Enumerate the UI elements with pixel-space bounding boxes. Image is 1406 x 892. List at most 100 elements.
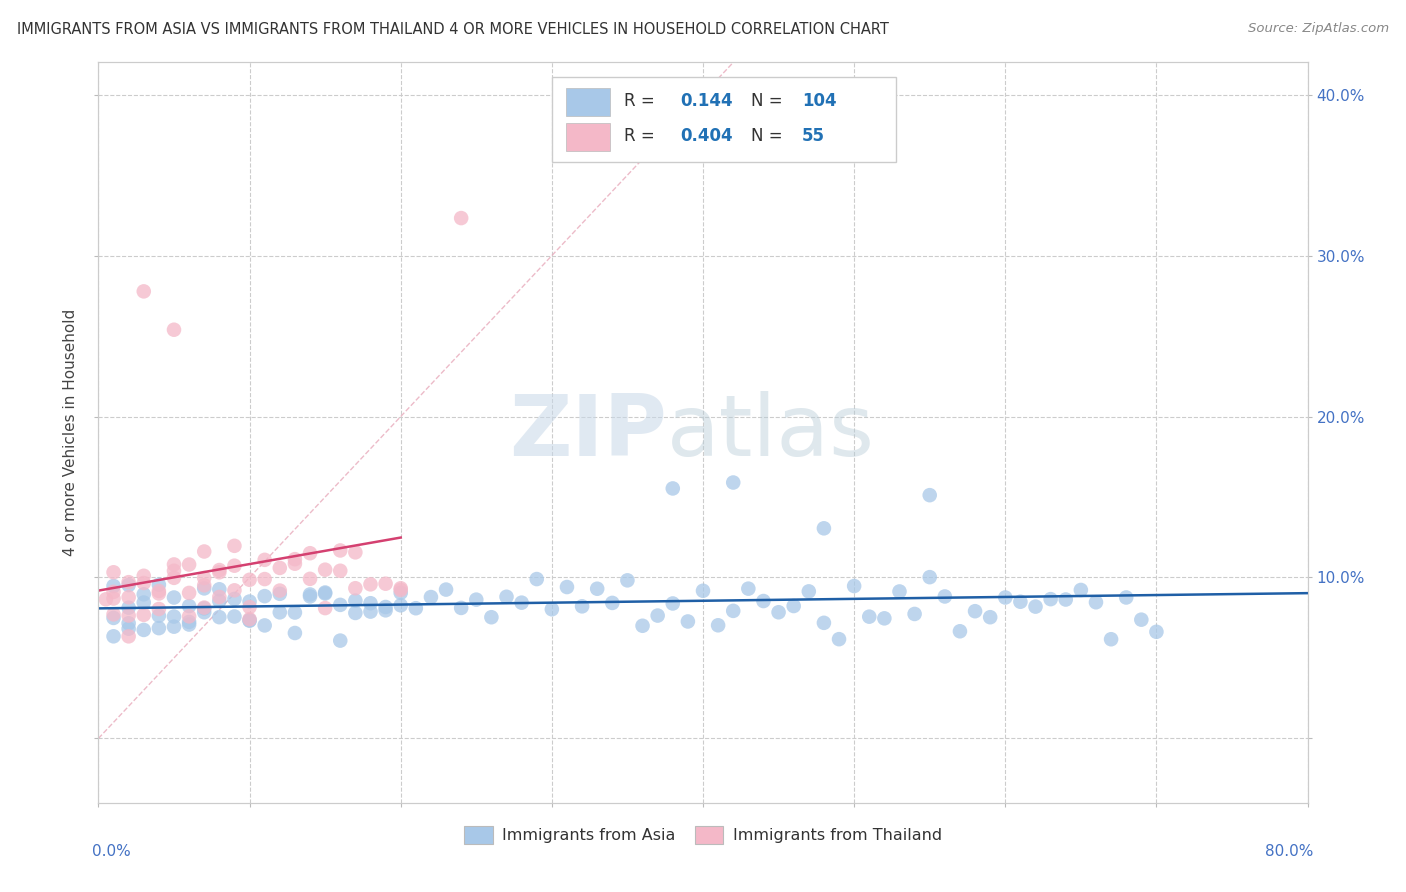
Point	[1039, 592, 1062, 607]
Point	[555, 580, 578, 594]
Point	[450, 211, 472, 225]
Point	[918, 488, 941, 502]
Text: 104: 104	[803, 92, 837, 110]
Point	[329, 598, 352, 612]
Point	[329, 543, 352, 558]
Point	[163, 571, 186, 585]
Point	[118, 578, 141, 592]
Point	[723, 604, 745, 618]
Point	[284, 626, 307, 640]
Point	[752, 594, 775, 608]
Point	[299, 572, 322, 586]
Point	[526, 572, 548, 586]
Point	[797, 584, 820, 599]
Point	[360, 577, 382, 591]
Point	[224, 591, 246, 606]
Point	[1130, 613, 1153, 627]
Text: atlas: atlas	[666, 391, 875, 475]
Text: 0.144: 0.144	[681, 92, 733, 110]
Point	[1085, 595, 1108, 609]
Point	[118, 575, 141, 590]
Point	[647, 608, 669, 623]
Point	[707, 618, 730, 632]
Point	[163, 609, 186, 624]
Point	[132, 595, 155, 609]
Point	[132, 576, 155, 591]
Point	[965, 604, 987, 618]
Point	[389, 581, 412, 595]
Point	[118, 629, 141, 643]
Point	[661, 482, 683, 496]
Point	[239, 613, 262, 627]
Point	[163, 620, 186, 634]
Text: N =: N =	[751, 92, 789, 110]
Point	[118, 600, 141, 615]
Point	[148, 586, 170, 600]
Point	[132, 285, 155, 299]
Point	[148, 621, 170, 635]
Point	[631, 619, 654, 633]
Point	[239, 600, 262, 615]
Text: 80.0%: 80.0%	[1265, 844, 1313, 858]
Point	[405, 601, 427, 615]
Bar	[567, 88, 610, 117]
FancyBboxPatch shape	[551, 78, 897, 162]
Point	[314, 586, 336, 600]
Point	[208, 563, 231, 577]
Point	[450, 601, 472, 615]
Point	[208, 594, 231, 608]
Point	[193, 605, 215, 619]
Point	[571, 599, 593, 614]
Text: Source: ZipAtlas.com: Source: ZipAtlas.com	[1249, 22, 1389, 36]
Point	[253, 618, 276, 632]
Point	[481, 610, 503, 624]
Point	[148, 584, 170, 599]
Point	[329, 564, 352, 578]
Text: 55: 55	[803, 127, 825, 145]
Point	[284, 557, 307, 571]
Point	[239, 594, 262, 608]
Point	[828, 632, 851, 647]
Point	[1099, 632, 1122, 647]
Point	[314, 585, 336, 599]
Point	[103, 585, 125, 599]
Point	[540, 602, 562, 616]
Point	[239, 614, 262, 628]
Point	[269, 561, 291, 575]
Point	[179, 586, 201, 600]
Point	[253, 589, 276, 603]
Point	[253, 572, 276, 586]
Point	[103, 591, 125, 606]
Point	[163, 564, 186, 578]
Point	[420, 590, 443, 604]
Point	[360, 605, 382, 619]
Point	[163, 558, 186, 572]
Point	[586, 582, 609, 596]
Point	[269, 605, 291, 619]
Point	[723, 475, 745, 490]
Point	[208, 590, 231, 604]
Point	[193, 601, 215, 615]
Point	[118, 616, 141, 631]
Point	[284, 606, 307, 620]
Point	[434, 582, 457, 597]
Point	[692, 583, 714, 598]
Point	[253, 553, 276, 567]
Point	[344, 545, 367, 559]
Point	[616, 574, 638, 588]
Point	[344, 581, 367, 595]
Point	[813, 615, 835, 630]
Point	[163, 591, 186, 605]
Point	[148, 602, 170, 616]
Text: R =: R =	[624, 92, 661, 110]
Text: 0.0%: 0.0%	[93, 844, 131, 858]
Point	[224, 558, 246, 573]
Point	[193, 578, 215, 592]
Point	[949, 624, 972, 639]
Point	[314, 563, 336, 577]
Point	[918, 570, 941, 584]
Point	[1070, 582, 1092, 597]
Point	[934, 590, 956, 604]
Point	[661, 597, 683, 611]
Point	[208, 566, 231, 580]
